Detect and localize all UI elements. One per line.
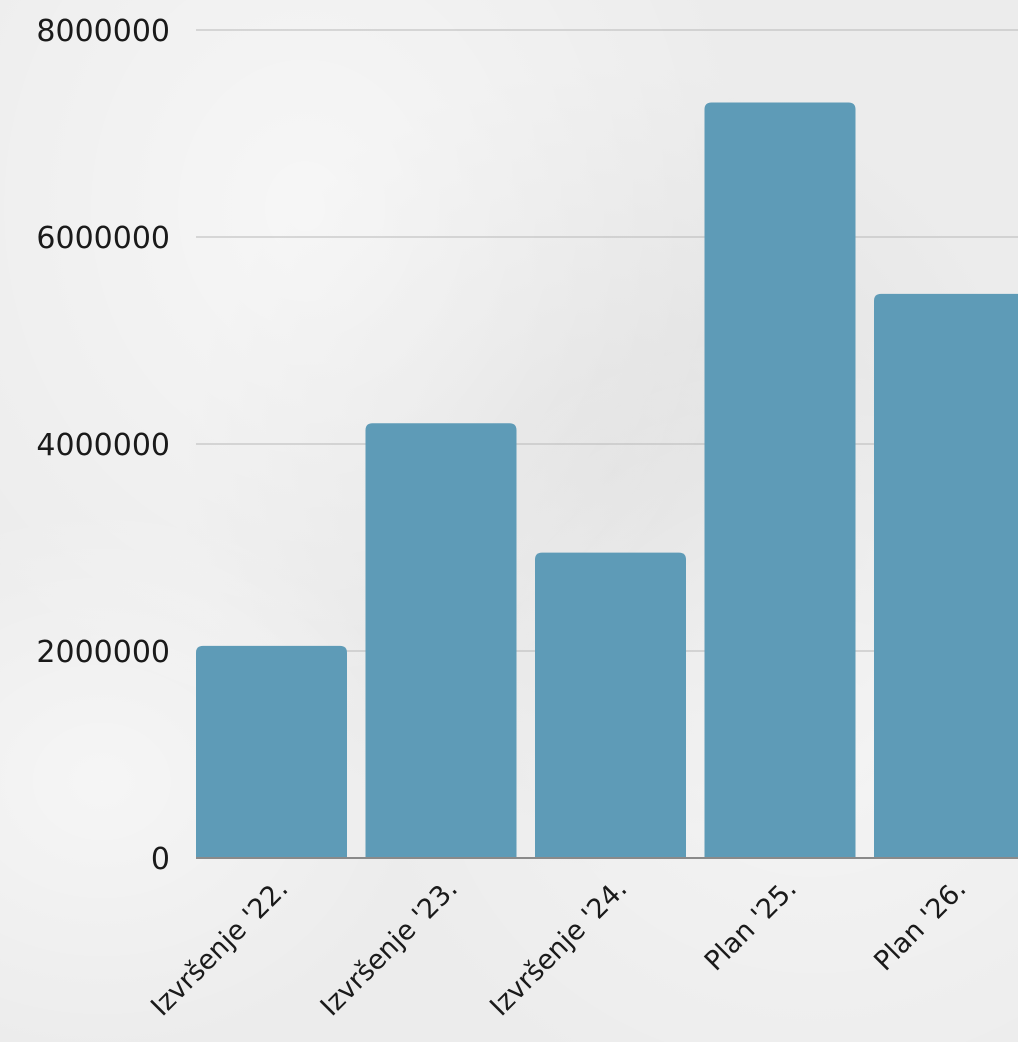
bar (704, 102, 856, 858)
x-category-label: Izvršenje '23. (315, 873, 464, 1022)
y-tick-label: 2000000 (36, 635, 170, 670)
bar (874, 293, 1018, 858)
y-tick-label: 6000000 (36, 221, 170, 256)
bars (196, 102, 1018, 858)
y-tick-label: 0 (151, 842, 170, 877)
y-axis-tick-labels: 0 2000000 4000000 6000000 8000000 (36, 14, 170, 877)
bar (196, 645, 347, 858)
x-category-label: Izvršenje '22. (145, 873, 294, 1022)
x-axis-category-labels: Izvršenje '22. Izvršenje '23. Izvršenje '2… (145, 873, 972, 1022)
bar (365, 423, 517, 858)
x-category-label: Izvršenje '24. (484, 873, 633, 1022)
x-category-label: Plan '25. (699, 873, 803, 977)
bar (535, 552, 686, 858)
y-tick-label: 4000000 (36, 428, 170, 463)
x-category-label: Plan '26. (868, 873, 972, 977)
y-tick-label: 8000000 (36, 14, 170, 49)
